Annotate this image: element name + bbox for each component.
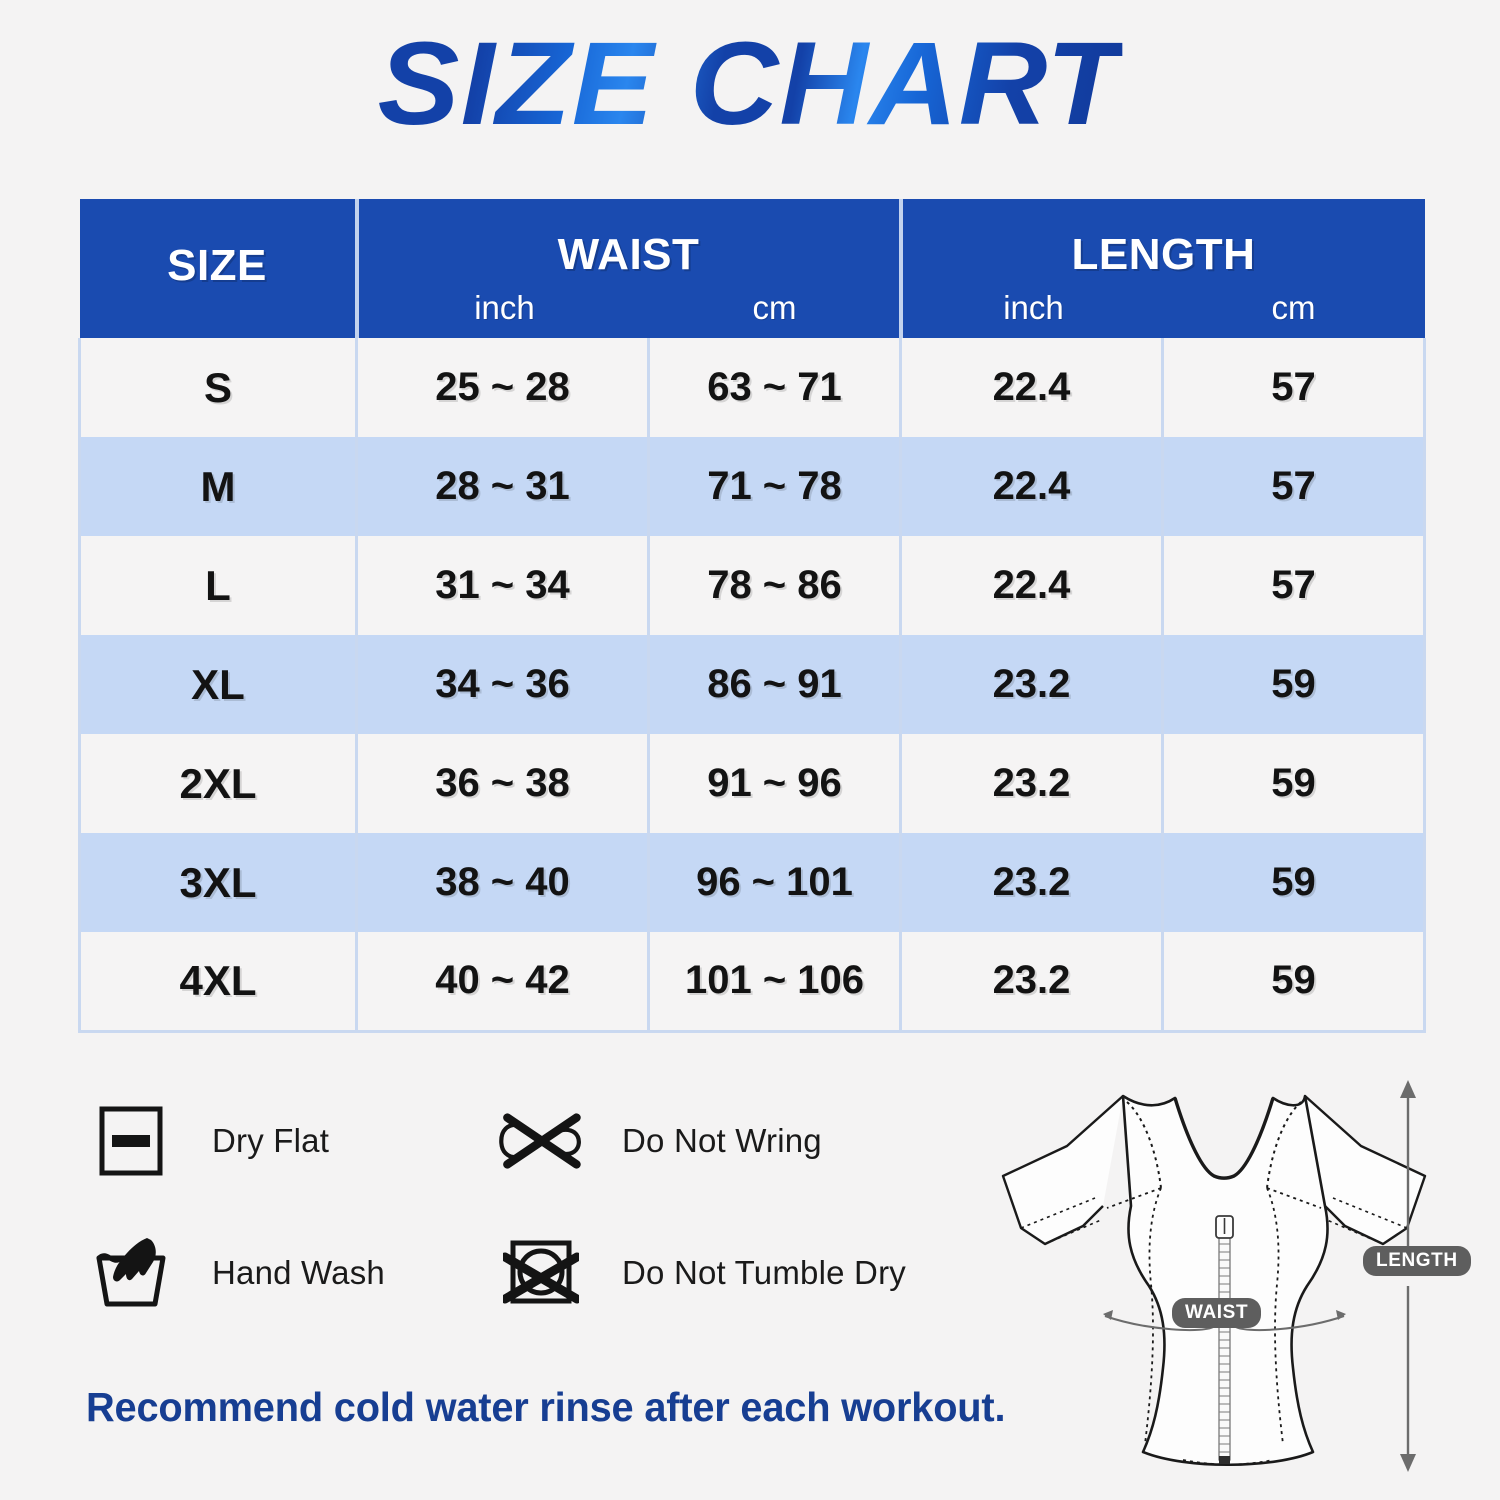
header-group-length: LENGTH inch cm — [898, 199, 1425, 338]
header-label-size: SIZE — [167, 241, 267, 290]
size-table-body: S 25 ~ 28 63 ~ 71 22.4 57 M 28 ~ 31 71 ~… — [78, 338, 1426, 1033]
header-group-waist: WAIST inch cm — [354, 199, 901, 338]
cell-size: 3XL — [78, 833, 358, 932]
care-label-do-not-wring: Do Not Wring — [622, 1122, 822, 1159]
cell-length-inch: 22.4 — [899, 437, 1164, 536]
care-label-hand-wash: Hand Wash — [212, 1254, 385, 1291]
header-unit-waist-inch: inch — [474, 289, 535, 326]
care-row-2: Hand Wash Do Not Tumble Dry — [88, 1230, 968, 1316]
cell-size: XL — [78, 635, 358, 734]
cell-length-cm: 57 — [1161, 437, 1426, 536]
care-row-1: Dry Flat Do Not Wring — [88, 1098, 968, 1184]
table-row: S 25 ~ 28 63 ~ 71 22.4 57 — [78, 338, 1426, 437]
cell-length-cm: 59 — [1161, 932, 1426, 1033]
cell-waist-cm: 78 ~ 86 — [647, 536, 902, 635]
table-row: 4XL 40 ~ 42 101 ~ 106 23.2 59 — [78, 932, 1426, 1033]
table-row: XL 34 ~ 36 86 ~ 91 23.2 59 — [78, 635, 1426, 734]
size-table: SIZE WAIST inch cm LENGTH inch cm — [78, 199, 1426, 1033]
cell-length-cm: 59 — [1161, 635, 1426, 734]
table-header-row: SIZE WAIST inch cm LENGTH inch cm — [79, 199, 1425, 338]
cell-waist-cm: 91 ~ 96 — [647, 734, 902, 833]
cell-length-inch: 23.2 — [899, 734, 1164, 833]
recommendation-note: Recommend cold water rinse after each wo… — [86, 1384, 1006, 1430]
care-item-do-not-tumble-dry: Do Not Tumble Dry — [498, 1230, 968, 1316]
cell-waist-inch: 36 ~ 38 — [355, 734, 650, 833]
table-row: 3XL 38 ~ 40 96 ~ 101 23.2 59 — [78, 833, 1426, 932]
garment-illustration — [1001, 1080, 1427, 1472]
table-row: M 28 ~ 31 71 ~ 78 22.4 57 — [78, 437, 1426, 536]
cell-size: S — [78, 338, 358, 437]
cell-length-cm: 57 — [1161, 338, 1426, 437]
length-measure-badge: LENGTH — [1363, 1246, 1471, 1276]
cell-length-inch: 23.2 — [899, 932, 1164, 1033]
cell-waist-cm: 71 ~ 78 — [647, 437, 902, 536]
size-table-head: SIZE WAIST inch cm LENGTH inch cm — [79, 199, 1425, 338]
cell-size: L — [78, 536, 358, 635]
cell-waist-cm: 63 ~ 71 — [647, 338, 902, 437]
care-item-dry-flat: Dry Flat — [88, 1098, 498, 1184]
header-unit-length-cm: cm — [1271, 289, 1316, 326]
cell-waist-cm: 101 ~ 106 — [647, 932, 902, 1033]
do-not-tumble-dry-icon — [498, 1230, 584, 1316]
header-label-waist: WAIST — [557, 230, 700, 279]
cell-waist-inch: 38 ~ 40 — [355, 833, 650, 932]
garment-diagram: WAIST LENGTH — [975, 1058, 1485, 1500]
cell-size: 2XL — [78, 734, 358, 833]
cell-length-cm: 59 — [1161, 734, 1426, 833]
cell-length-cm: 59 — [1161, 833, 1426, 932]
header-label-length: LENGTH — [1071, 230, 1256, 279]
cell-waist-cm: 86 ~ 91 — [647, 635, 902, 734]
cell-waist-cm: 96 ~ 101 — [647, 833, 902, 932]
dry-flat-icon — [88, 1098, 174, 1184]
care-item-hand-wash: Hand Wash — [88, 1230, 498, 1316]
cell-length-inch: 23.2 — [899, 833, 1164, 932]
do-not-wring-icon — [498, 1098, 584, 1184]
cell-length-inch: 23.2 — [899, 635, 1164, 734]
care-instructions: Dry Flat Do Not Wring — [88, 1098, 968, 1362]
cell-waist-inch: 40 ~ 42 — [355, 932, 650, 1033]
page-title-wrap: SIZE CHART — [0, 18, 1500, 150]
cell-waist-inch: 34 ~ 36 — [355, 635, 650, 734]
care-item-do-not-wring: Do Not Wring — [498, 1098, 968, 1184]
header-group-size: SIZE — [79, 199, 357, 338]
care-label-dry-flat: Dry Flat — [212, 1122, 330, 1159]
table-row: L 31 ~ 34 78 ~ 86 22.4 57 — [78, 536, 1426, 635]
header-units-waist: inch cm — [359, 291, 899, 324]
table-row: 2XL 36 ~ 38 91 ~ 96 23.2 59 — [78, 734, 1426, 833]
header-unit-length-inch: inch — [1003, 289, 1064, 326]
page-title: SIZE CHART — [377, 18, 1123, 150]
cell-waist-inch: 28 ~ 31 — [355, 437, 650, 536]
cell-size: 4XL — [78, 932, 358, 1033]
hand-wash-icon — [88, 1230, 174, 1316]
care-label-do-not-tumble-dry: Do Not Tumble Dry — [622, 1254, 906, 1291]
cell-waist-inch: 25 ~ 28 — [355, 338, 650, 437]
waist-measure-badge: WAIST — [1172, 1298, 1262, 1328]
cell-size: M — [78, 437, 358, 536]
cell-length-inch: 22.4 — [899, 338, 1164, 437]
header-unit-waist-cm: cm — [752, 289, 797, 326]
header-units-length: inch cm — [903, 291, 1425, 324]
cell-length-cm: 57 — [1161, 536, 1426, 635]
cell-length-inch: 22.4 — [899, 536, 1164, 635]
cell-waist-inch: 31 ~ 34 — [355, 536, 650, 635]
